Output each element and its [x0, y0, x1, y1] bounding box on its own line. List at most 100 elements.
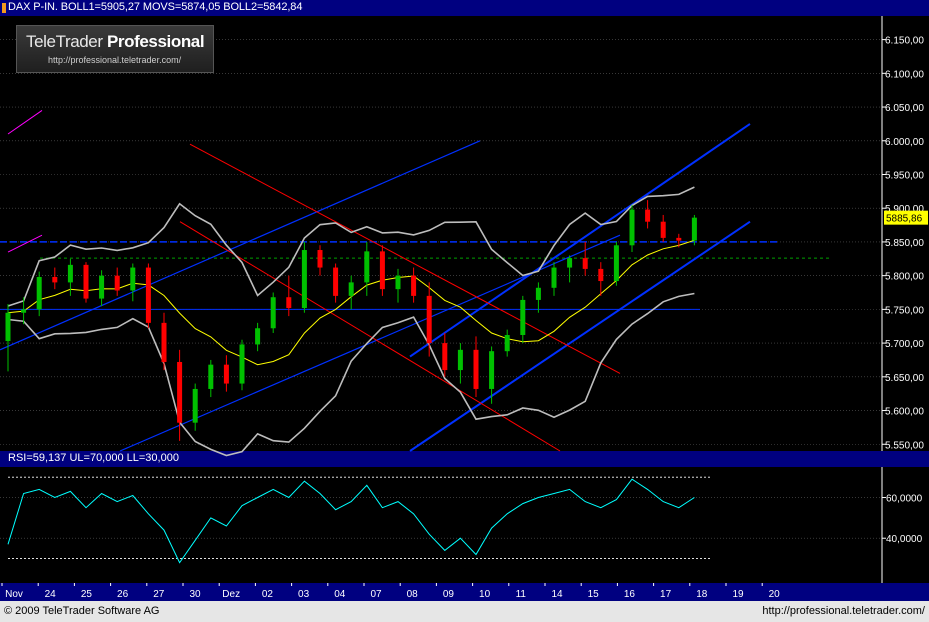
price-tick-label: 6.050,00 — [885, 103, 924, 114]
candle-body — [379, 251, 385, 290]
x-tick-label: 14 — [551, 589, 563, 600]
rsi-series — [7, 478, 695, 564]
price-tick-label: 6.000,00 — [885, 137, 924, 148]
logo-brand: TeleTrader Professional — [26, 32, 205, 51]
candle-body — [582, 258, 588, 269]
candle-body — [489, 351, 495, 389]
series-color-marker — [2, 3, 6, 13]
candle-body — [161, 322, 167, 362]
uptrend-channel-line — [409, 123, 751, 358]
x-tick-label: 09 — [443, 589, 455, 600]
candle-body — [676, 237, 682, 241]
magenta-trend-line — [7, 234, 43, 253]
candle-body — [691, 217, 697, 241]
price-axis: 5.550,00 5.600,00 5.650,00 5.700,00 5.750,00… — [881, 16, 928, 451]
price-tick-label: 5.750,00 — [885, 305, 924, 316]
candle-body — [317, 250, 323, 268]
candle-body — [629, 209, 635, 246]
price-grid — [0, 16, 882, 451]
x-tick-label: Nov — [5, 589, 23, 600]
chart-header: DAX P-IN. BOLL1=5905,27 MOVS=5874,05 BOL… — [0, 0, 929, 16]
candle-body — [208, 364, 214, 389]
price-tick-label: 6.100,00 — [885, 69, 924, 80]
price-pane — [0, 16, 882, 451]
footer-url[interactable]: http://professional.teletrader.com/ — [762, 605, 925, 617]
candle-body — [301, 250, 307, 309]
x-axis-bar — [0, 583, 929, 601]
last-price-box — [884, 210, 928, 225]
price-overlays — [0, 110, 830, 457]
x-tick-label: 30 — [189, 589, 201, 600]
bollinger-lower — [7, 292, 695, 457]
x-tick-label: 15 — [588, 589, 600, 600]
rsi-pane — [0, 467, 882, 583]
x-tick-label: 27 — [153, 589, 165, 600]
candle-body — [5, 312, 11, 342]
candle-body — [348, 282, 354, 296]
candle-body — [333, 267, 339, 296]
price-chart[interactable]: 5.550,00 5.600,00 5.650,00 5.700,00 5.750,00… — [0, 0, 929, 601]
x-tick-label: 17 — [660, 589, 672, 600]
downtrend-channel-line — [179, 221, 561, 452]
price-tick-label: 5.650,00 — [885, 373, 924, 384]
rsi-line — [7, 478, 695, 564]
footer: © 2009 TeleTrader Software AG http://pro… — [0, 601, 929, 622]
candle-body — [660, 221, 666, 238]
candles — [5, 200, 697, 441]
rsi-header: RSI=59,137 UL=70,000 LL=30,000 — [0, 451, 929, 467]
candle-body — [395, 275, 401, 290]
candle-body — [442, 343, 448, 371]
candle-body — [114, 275, 120, 291]
rsi-tick-label: 60,0000 — [886, 494, 923, 505]
candle-body — [645, 209, 651, 222]
candle-body — [520, 299, 526, 335]
candle-body — [52, 277, 58, 283]
rsi-grid — [0, 467, 882, 583]
candle-body — [535, 287, 541, 300]
candle-body — [411, 275, 417, 296]
magenta-trend-line — [7, 110, 43, 135]
candle-body — [192, 388, 198, 423]
candle-body — [177, 361, 183, 423]
candle-body — [504, 335, 510, 352]
price-tick-label: 5.950,00 — [885, 170, 924, 181]
bollinger-upper — [7, 186, 695, 307]
chart-title: DAX P-IN. BOLL1=5905,27 MOVS=5874,05 BOL… — [8, 1, 303, 13]
x-tick-label: 11 — [516, 589, 527, 600]
x-tick-label: 16 — [624, 589, 636, 600]
candle-body — [36, 277, 42, 310]
x-tick-label: 19 — [732, 589, 744, 600]
x-tick-label: Dez — [222, 589, 240, 600]
uptrend-channel-line — [409, 220, 751, 452]
x-tick-label: 03 — [298, 589, 310, 600]
candle-body — [239, 344, 245, 384]
candle-body — [21, 309, 27, 313]
price-tick-label: 5.850,00 — [885, 238, 924, 249]
last-price-label: 5885,86 — [886, 214, 923, 225]
candle-body — [457, 349, 463, 371]
candle-body — [223, 364, 229, 384]
x-axis-labels: Nov 24 25 26 27 30 Dez 02 03 04 07 08 09 10 11 14 15 16 17… — [1, 583, 781, 600]
candle-body — [426, 295, 432, 344]
candle-body — [67, 264, 73, 283]
price-tick-label: 6.150,00 — [885, 36, 924, 47]
price-tick-label: 5.900,00 — [885, 204, 924, 215]
uptrend-channel-line — [0, 140, 481, 351]
candle-body — [83, 264, 89, 299]
candle-body — [364, 251, 370, 283]
x-tick-label: 20 — [769, 589, 781, 600]
x-tick-label: 26 — [117, 589, 129, 600]
candle-body — [286, 297, 292, 309]
candle-body — [145, 267, 151, 323]
candle-body — [613, 245, 619, 282]
x-tick-label: 07 — [370, 589, 382, 600]
candle-body — [255, 328, 261, 345]
candle-body — [473, 349, 479, 389]
rsi-axis: 40,0000 60,0000 — [881, 467, 923, 583]
price-tick-label: 5.550,00 — [885, 440, 924, 451]
x-tick-label: 04 — [334, 589, 346, 600]
x-tick-label: 02 — [262, 589, 274, 600]
candle-body — [551, 267, 557, 288]
x-tick-label: 25 — [81, 589, 93, 600]
candle-body — [270, 297, 276, 329]
